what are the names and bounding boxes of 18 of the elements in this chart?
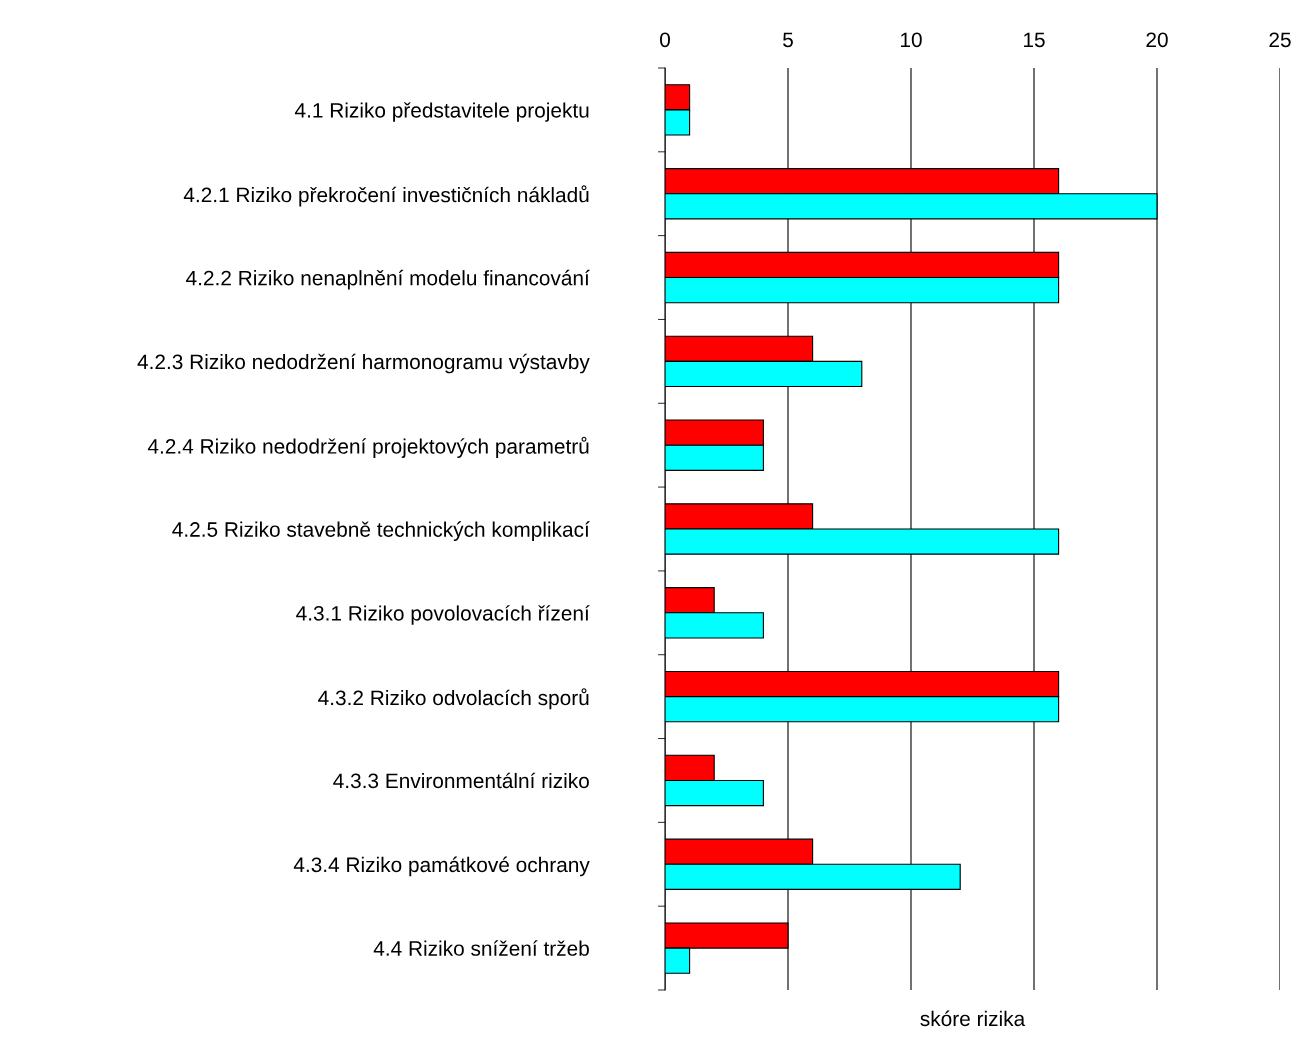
- x-tick-label: 0: [660, 32, 670, 48]
- x-tick-label: 20: [1146, 32, 1168, 48]
- x-axis-title: skóre rizika: [920, 1010, 1026, 1027]
- x-tick-label: 10: [901, 32, 922, 48]
- y-tick-label: 4.2.4 Riziko nedodržení projektových parametrů: [147, 436, 589, 458]
- y-tick-label: 4.4 Riziko snížení tržeb: [373, 940, 589, 956]
- x-tick-label: 25: [1269, 32, 1291, 48]
- y-tick-label: 4.3.1 Riziko povolovacích řízení: [296, 605, 590, 625]
- x-tick-label: 15: [1024, 32, 1045, 48]
- y-tick-label: 4.2.1 Riziko překročení investičních nákladů: [183, 185, 589, 207]
- y-tick-label: 4.3.3 Environmentální riziko: [333, 772, 589, 789]
- y-tick-label: 4.2.2 Riziko nenaplnění modelu financování: [186, 269, 590, 290]
- x-tick-label: 5: [783, 32, 793, 48]
- y-tick-label: 4.2.3 Riziko nedodržení harmonogramu výstavby: [137, 353, 590, 374]
- y-tick-label: 4.2.5 Riziko stavebně technických komplikací: [172, 521, 590, 541]
- y-tick-label: 4.3.4 Riziko památkové ochrany: [293, 856, 590, 877]
- y-tick-label: 4.1 Riziko představitele projektu: [294, 102, 589, 122]
- y-tick-label: 4.3.2 Riziko odvolacích sporů: [318, 688, 589, 710]
